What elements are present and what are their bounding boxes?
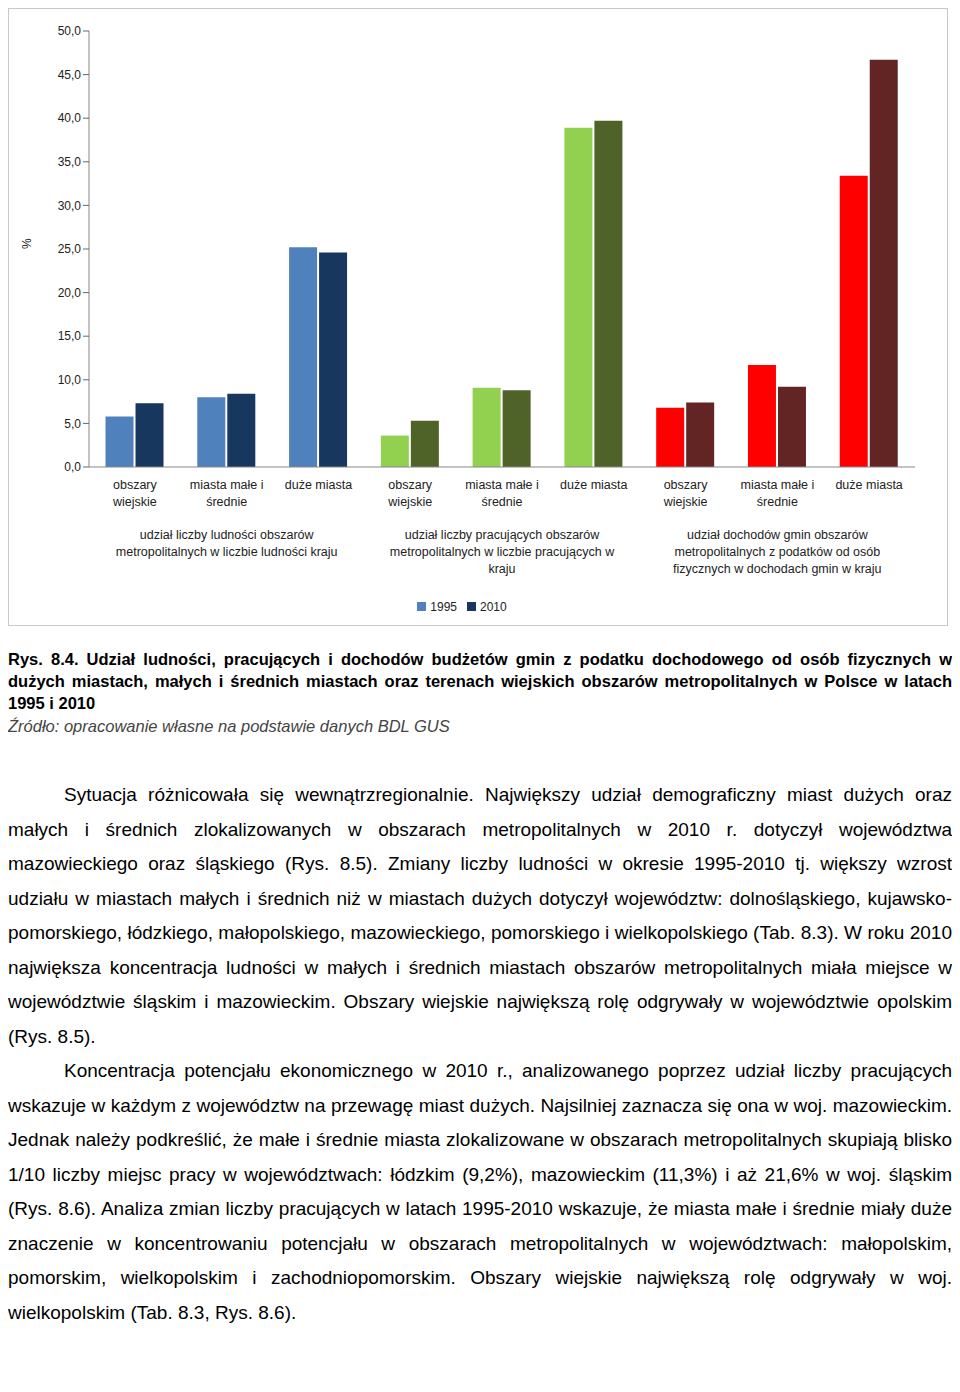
svg-text:udział liczby ludności obszaró: udział liczby ludności obszarów bbox=[140, 528, 315, 542]
svg-text:obszary: obszary bbox=[388, 478, 433, 492]
svg-text:średnie: średnie bbox=[206, 495, 247, 509]
svg-text:obszary: obszary bbox=[664, 478, 709, 492]
svg-text:wiejskie: wiejskie bbox=[663, 495, 708, 509]
svg-text:duże miasta: duże miasta bbox=[835, 478, 902, 492]
svg-text:metropolitalnych z podatków od: metropolitalnych z podatków od osób bbox=[674, 545, 880, 559]
svg-text:50,0: 50,0 bbox=[58, 24, 82, 38]
svg-text:udział liczby pracujących obsz: udział liczby pracujących obszarów bbox=[405, 528, 601, 542]
svg-text:10,0: 10,0 bbox=[58, 373, 82, 387]
svg-text:25,0: 25,0 bbox=[58, 242, 82, 256]
svg-text:miasta małe i: miasta małe i bbox=[741, 478, 815, 492]
html-text:2010: 2010 bbox=[480, 600, 507, 614]
svg-text:duże miasta: duże miasta bbox=[285, 478, 352, 492]
svg-text:średnie: średnie bbox=[482, 495, 523, 509]
svg-text:udział dochodów gmin obszarów: udział dochodów gmin obszarów bbox=[687, 528, 869, 542]
svg-text:15,0: 15,0 bbox=[58, 329, 82, 343]
svg-text:fizycznych w dochodach gmin w: fizycznych w dochodach gmin w kraju bbox=[673, 562, 881, 576]
html-text:Rys. 8.4. Udział ludności, pra: Rys. 8.4. Udział ludności, pracujących i… bbox=[8, 650, 952, 712]
svg-text:wiejskie: wiejskie bbox=[387, 495, 432, 509]
svg-text:duże miasta: duże miasta bbox=[560, 478, 627, 492]
svg-text:kraju: kraju bbox=[488, 562, 515, 576]
svg-text:35,0: 35,0 bbox=[58, 155, 82, 169]
svg-text:metropolitalnych w liczbie pra: metropolitalnych w liczbie pracujących w bbox=[390, 545, 615, 559]
html-text:1995: 1995 bbox=[430, 600, 457, 614]
svg-text:miasta małe i: miasta małe i bbox=[190, 478, 264, 492]
html-text:Sytuacja różnicowała się wewną: Sytuacja różnicowała się wewnątrzregiona… bbox=[8, 784, 952, 1047]
svg-text:20,0: 20,0 bbox=[58, 286, 82, 300]
svg-text:wiejskie: wiejskie bbox=[112, 495, 157, 509]
svg-text:metropolitalnych w liczbie lud: metropolitalnych w liczbie ludności kraj… bbox=[116, 545, 338, 559]
svg-text:miasta małe i: miasta małe i bbox=[465, 478, 539, 492]
html-text:Koncentracja potencjału ekonom: Koncentracja potencjału ekonomicznego w … bbox=[8, 1060, 952, 1323]
svg-text:5,0: 5,0 bbox=[64, 417, 81, 431]
svg-text:%: % bbox=[20, 238, 34, 249]
svg-text:45,0: 45,0 bbox=[58, 68, 82, 82]
svg-text:30,0: 30,0 bbox=[58, 199, 82, 213]
svg-text:średnie: średnie bbox=[757, 495, 798, 509]
html-text:Źródło: opracowanie własne na: Źródło: opracowanie własne na podstawie … bbox=[8, 717, 450, 735]
svg-text:obszary: obszary bbox=[113, 478, 158, 492]
svg-text:40,0: 40,0 bbox=[58, 111, 82, 125]
svg-text:0,0: 0,0 bbox=[64, 460, 81, 474]
